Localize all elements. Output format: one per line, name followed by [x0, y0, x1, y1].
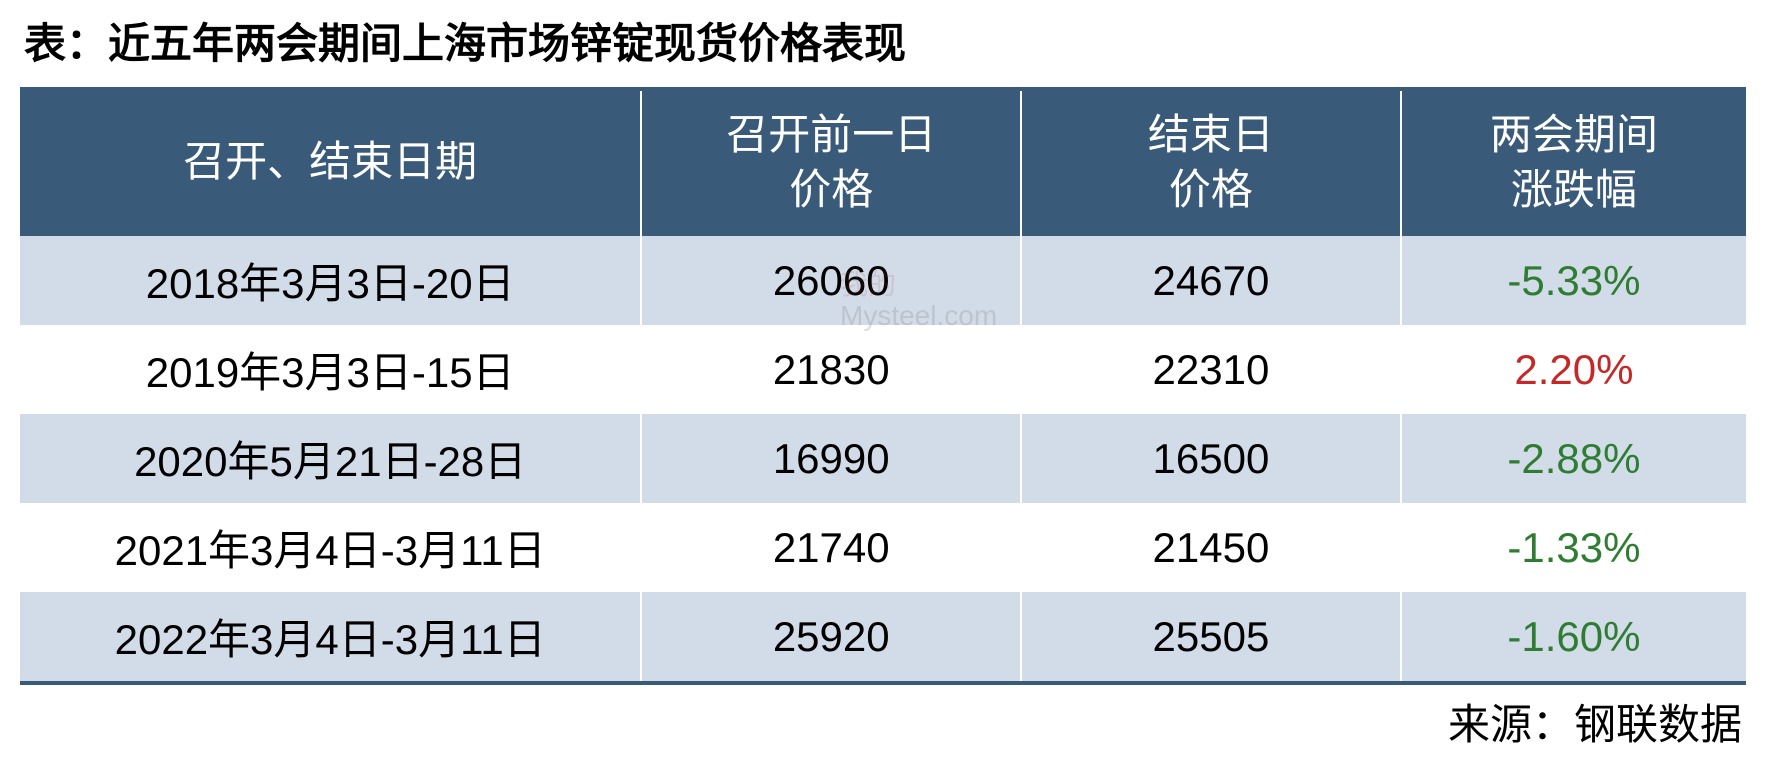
table-title: 表：近五年两会期间上海市场锌锭现货价格表现	[20, 10, 1746, 71]
cell-dates: 2022年3月4日-3月11日	[20, 592, 641, 683]
table-row: 2018年3月3日-20日 26060 24670 -5.33%	[20, 236, 1746, 325]
cell-end: 25505	[1021, 592, 1401, 683]
table-row: 2022年3月4日-3月11日 25920 25505 -1.60%	[20, 592, 1746, 683]
table-row: 2019年3月3日-15日 21830 22310 2.20%	[20, 325, 1746, 414]
cell-end: 21450	[1021, 503, 1401, 592]
cell-end: 16500	[1021, 414, 1401, 503]
table-row: 2021年3月4日-3月11日 21740 21450 -1.33%	[20, 503, 1746, 592]
cell-before: 21740	[641, 503, 1021, 592]
col-header-dates: 召开、结束日期	[20, 89, 641, 236]
cell-change: -2.88%	[1401, 414, 1746, 503]
cell-change: -1.60%	[1401, 592, 1746, 683]
cell-dates: 2019年3月3日-15日	[20, 325, 641, 414]
cell-end: 24670	[1021, 236, 1401, 325]
table-body: 2018年3月3日-20日 26060 24670 -5.33% 2019年3月…	[20, 236, 1746, 683]
cell-change: 2.20%	[1401, 325, 1746, 414]
price-table: 召开、结束日期 召开前一日价格 结束日价格 两会期间涨跌幅 2018年3月3日-…	[20, 87, 1746, 685]
table-row: 2020年5月21日-28日 16990 16500 -2.88%	[20, 414, 1746, 503]
cell-before: 26060	[641, 236, 1021, 325]
header-row: 召开、结束日期 召开前一日价格 结束日价格 两会期间涨跌幅	[20, 89, 1746, 236]
col-header-end: 结束日价格	[1021, 89, 1401, 236]
col-header-change: 两会期间涨跌幅	[1401, 89, 1746, 236]
cell-change: -1.33%	[1401, 503, 1746, 592]
col-header-before: 召开前一日价格	[641, 89, 1021, 236]
source-label: 来源：钢联数据	[20, 691, 1746, 752]
cell-end: 22310	[1021, 325, 1401, 414]
cell-change: -5.33%	[1401, 236, 1746, 325]
cell-before: 21830	[641, 325, 1021, 414]
cell-dates: 2020年5月21日-28日	[20, 414, 641, 503]
cell-before: 16990	[641, 414, 1021, 503]
cell-dates: 2021年3月4日-3月11日	[20, 503, 641, 592]
cell-dates: 2018年3月3日-20日	[20, 236, 641, 325]
cell-before: 25920	[641, 592, 1021, 683]
